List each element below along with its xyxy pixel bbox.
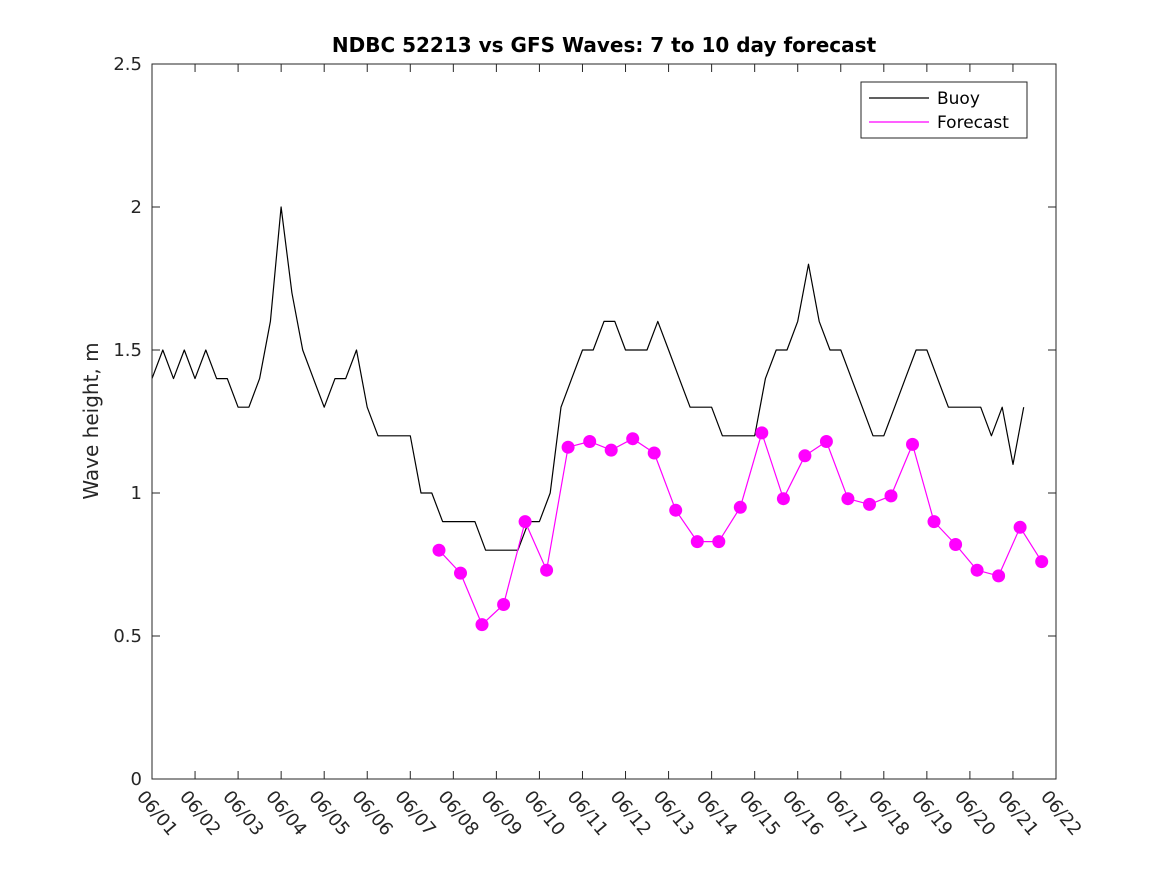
forecast-marker (626, 432, 640, 446)
y-axis-label: Wave height, m (79, 342, 103, 499)
forecast-marker (884, 489, 898, 503)
forecast-marker (927, 515, 941, 529)
y-tick-label: 2 (131, 197, 142, 218)
legend: Buoy Forecast (860, 81, 1028, 139)
forecast-marker (798, 449, 812, 463)
y-tick-label: 1 (131, 483, 142, 504)
forecast-marker (755, 426, 769, 440)
forecast-marker (970, 563, 984, 577)
forecast-marker (561, 440, 575, 454)
legend-box (860, 81, 1028, 139)
plot-frame (151, 63, 1057, 780)
buoy-series-line (151, 206, 1025, 551)
forecast-marker (712, 535, 726, 549)
forecast-marker (497, 598, 511, 611)
forecast-marker (540, 563, 554, 577)
forecast-marker (776, 492, 790, 506)
plot-background (152, 64, 1056, 779)
forecast-marker (1035, 555, 1049, 569)
forecast-marker (669, 503, 683, 517)
legend-buoy-label: Buoy (937, 89, 980, 109)
forecast-marker (432, 543, 446, 557)
forecast-marker (583, 435, 597, 448)
forecast-marker (906, 437, 919, 451)
forecast-marker (647, 446, 661, 460)
forecast-marker (518, 515, 532, 529)
forecast-marker (604, 443, 618, 457)
series-layer (151, 206, 1049, 632)
forecast-marker (949, 538, 963, 551)
plot-area (152, 64, 1056, 779)
forecast-marker (454, 566, 467, 580)
forecast-marker (475, 618, 489, 632)
forecast-marker (863, 497, 876, 511)
forecast-marker (992, 569, 1006, 583)
y-tick-label: 0 (131, 769, 142, 790)
y-tick-label: 1.5 (113, 340, 142, 361)
y-tick-label: 0.5 (113, 626, 142, 647)
forecast-marker (819, 435, 833, 448)
forecast-marker (690, 535, 704, 549)
chart-title: NDBC 52213 vs GFS Waves: 7 to 10 day for… (332, 33, 877, 57)
forecast-marker (841, 492, 855, 506)
y-tick-label: 2.5 (113, 54, 142, 75)
forecast-marker (733, 500, 747, 514)
legend-forecast-label: Forecast (937, 113, 1009, 133)
forecast-marker (1013, 520, 1027, 534)
